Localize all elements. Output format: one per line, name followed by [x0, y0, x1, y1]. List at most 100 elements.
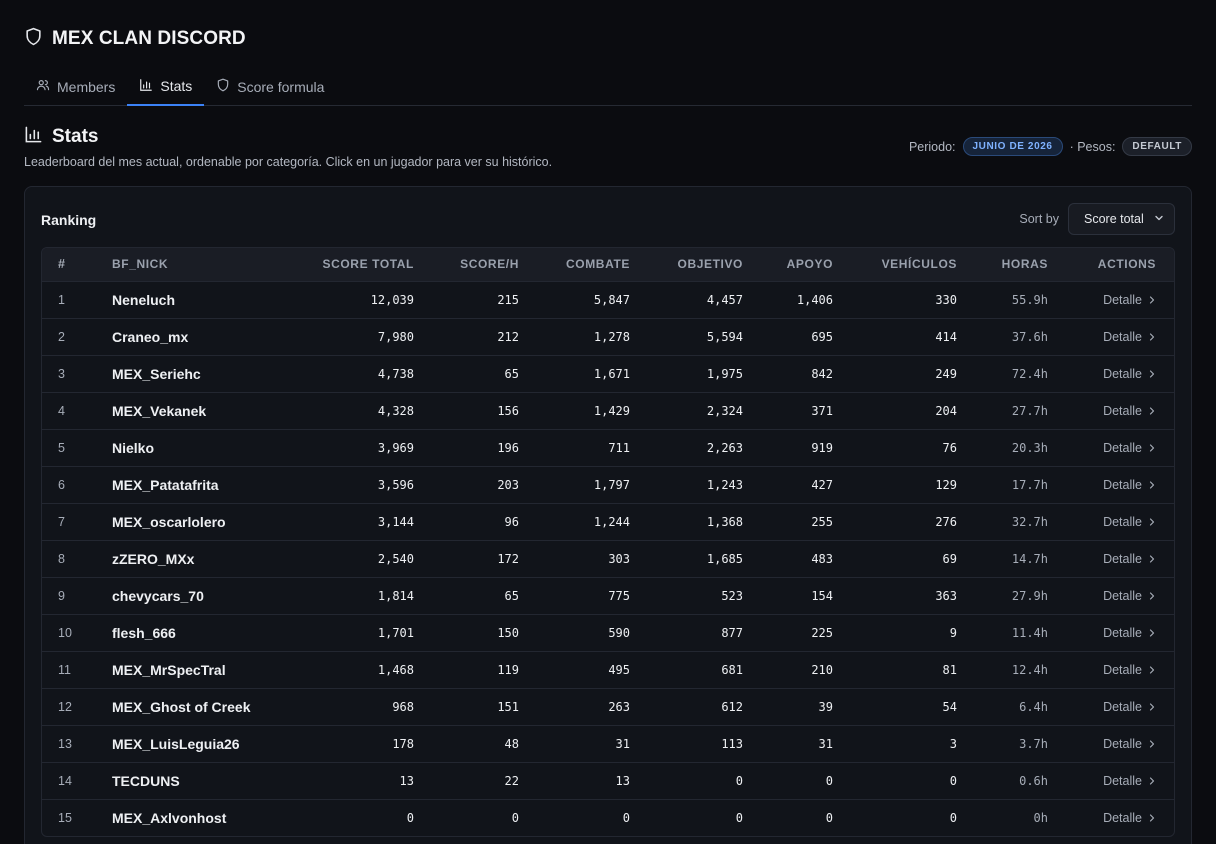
cell-objetivo: 877 — [721, 625, 743, 640]
cell-vehiculos: 0 — [949, 773, 957, 788]
cell-score-per-hour: 151 — [497, 699, 519, 714]
chevron-down-icon — [1154, 212, 1164, 226]
cell-combate: 1,244 — [593, 514, 630, 529]
detail-button[interactable]: Detalle — [1103, 700, 1156, 714]
chevron-right-icon — [1148, 737, 1156, 751]
table-row[interactable]: 5 Nielko 3,969 196 711 2,263 919 76 20.3h Detalle — [42, 429, 1174, 466]
table-row[interactable]: 11 MEX_MrSpecTral 1,468 119 495 681 210 81 12.4h… — [42, 651, 1174, 688]
table-row[interactable]: 3 MEX_Seriehc 4,738 65 1,671 1,975 842 249 72.4h… — [42, 355, 1174, 392]
column-header-score-total[interactable]: SCORE TOTAL — [322, 257, 414, 272]
cell-apoyo: 0 — [825, 773, 833, 788]
table-row[interactable]: 15 MEX_Axlvonhost 0 0 0 0 0 0 0h Detalle — [42, 799, 1174, 836]
cell-rank: 4 — [58, 403, 65, 418]
cell-rank: 12 — [58, 699, 72, 714]
cell-actions: Detalle — [1054, 318, 1174, 355]
cell-score-total: 178 — [392, 736, 414, 751]
detail-button[interactable]: Detalle — [1103, 293, 1156, 307]
column-header-rank[interactable]: # — [58, 257, 66, 272]
cell-horas: 6.4h — [1019, 699, 1048, 714]
cell-horas: 14.7h — [1011, 551, 1048, 566]
cell-vehiculos: 204 — [935, 403, 957, 418]
cell-nick: MEX_Vekanek — [112, 402, 207, 419]
table-row[interactable]: 12 MEX_Ghost of Creek 968 151 263 612 39 54 6.4h… — [42, 688, 1174, 725]
cell-rank: 14 — [58, 773, 72, 788]
cell-objetivo: 1,975 — [706, 366, 743, 381]
column-header-apoyo[interactable]: APOYO — [786, 257, 833, 272]
cell-apoyo: 39 — [818, 699, 833, 714]
cell-horas: 32.7h — [1011, 514, 1048, 529]
cell-nick: Nielko — [112, 439, 155, 456]
cell-rank: 11 — [58, 662, 71, 677]
detail-button[interactable]: Detalle — [1103, 404, 1156, 418]
table-row[interactable]: 4 MEX_Vekanek 4,328 156 1,429 2,324 371 204 27.7… — [42, 392, 1174, 429]
cell-horas: 12.4h — [1011, 662, 1048, 677]
detail-button[interactable]: Detalle — [1103, 737, 1156, 751]
cell-combate: 1,797 — [593, 477, 630, 492]
table-row[interactable]: 1 Neneluch 12,039 215 5,847 4,457 1,406 330 55.9… — [42, 281, 1174, 318]
cell-actions: Detalle — [1054, 762, 1174, 799]
detail-button[interactable]: Detalle — [1103, 330, 1156, 344]
column-header-horas[interactable]: HORAS — [1001, 257, 1048, 272]
cell-nick: MEX_LuisLeguia26 — [112, 735, 240, 752]
cell-vehiculos: 76 — [942, 440, 957, 455]
detail-button[interactable]: Detalle — [1103, 663, 1156, 677]
cell-apoyo: 0 — [825, 810, 833, 825]
cell-score-total: 7,980 — [377, 329, 414, 344]
period-badge: JUNIO DE 2026 — [962, 137, 1063, 156]
cell-score-per-hour: 172 — [497, 551, 519, 566]
cell-apoyo: 919 — [811, 440, 833, 455]
cell-vehiculos: 54 — [942, 699, 957, 714]
cell-vehiculos: 129 — [935, 477, 957, 492]
cell-vehiculos: 330 — [935, 292, 957, 307]
detail-label: Detalle — [1103, 700, 1142, 714]
cell-objetivo: 1,243 — [706, 477, 743, 492]
cell-rank: 1 — [58, 292, 65, 307]
detail-button[interactable]: Detalle — [1103, 515, 1156, 529]
cell-combate: 711 — [608, 440, 630, 455]
column-header-objetivo[interactable]: OBJETIVO — [677, 257, 743, 272]
detail-button[interactable]: Detalle — [1103, 441, 1156, 455]
column-header-combate[interactable]: COMBATE — [566, 257, 630, 272]
users-icon — [36, 78, 50, 95]
chevron-right-icon — [1148, 367, 1156, 381]
tab-stats[interactable]: Stats — [127, 68, 205, 106]
cell-score-total: 2,540 — [377, 551, 414, 566]
table-row[interactable]: 13 MEX_LuisLeguia26 178 48 31 113 31 3 3.7h Detal… — [42, 725, 1174, 762]
tab-score-formula[interactable]: Score formula — [204, 68, 336, 105]
detail-button[interactable]: Detalle — [1103, 589, 1156, 603]
cell-apoyo: 371 — [811, 403, 833, 418]
cell-score-total: 968 — [392, 699, 414, 714]
table-row[interactable]: 8 zZERO_MXx 2,540 172 303 1,685 483 69 14.7h Deta… — [42, 540, 1174, 577]
table-row[interactable]: 9 chevycars_70 1,814 65 775 523 154 363 27.9h Det… — [42, 577, 1174, 614]
table-row[interactable]: 10 flesh_666 1,701 150 590 877 225 9 11.4h Detall… — [42, 614, 1174, 651]
table-row[interactable]: 2 Craneo_mx 7,980 212 1,278 5,594 695 414 37.6h D… — [42, 318, 1174, 355]
cell-actions: Detalle — [1054, 466, 1174, 503]
column-header-score-per-hour[interactable]: SCORE/H — [460, 257, 519, 272]
detail-button[interactable]: Detalle — [1103, 478, 1156, 492]
table-header-row: # BF_NICK SCORE TOTAL SCORE/H COMBATE OB… — [42, 248, 1174, 281]
detail-button[interactable]: Detalle — [1103, 774, 1156, 788]
detail-button[interactable]: Detalle — [1103, 552, 1156, 566]
cell-combate: 775 — [608, 588, 630, 603]
column-header-vehiculos[interactable]: VEHÍCULOS — [881, 257, 957, 272]
sort-select[interactable]: Score total — [1068, 203, 1175, 235]
cell-horas: 55.9h — [1011, 292, 1048, 307]
table-row[interactable]: 14 TECDUNS 13 22 13 0 0 0 0.6h Detalle — [42, 762, 1174, 799]
detail-button[interactable]: Detalle — [1103, 626, 1156, 640]
cell-score-total: 3,969 — [377, 440, 414, 455]
table-row[interactable]: 7 MEX_oscarlolero 3,144 96 1,244 1,368 255 276 3… — [42, 503, 1174, 540]
detail-button[interactable]: Detalle — [1103, 811, 1156, 825]
cell-actions: Detalle — [1054, 355, 1174, 392]
cell-actions: Detalle — [1054, 614, 1174, 651]
column-header-nick[interactable]: BF_NICK — [112, 257, 169, 272]
cell-actions: Detalle — [1054, 281, 1174, 318]
detail-button[interactable]: Detalle — [1103, 367, 1156, 381]
table-row[interactable]: 6 MEX_Patatafrita 3,596 203 1,797 1,243 427 129… — [42, 466, 1174, 503]
chevron-right-icon — [1148, 811, 1156, 825]
shield-icon — [24, 27, 43, 51]
chevron-right-icon — [1148, 663, 1156, 677]
cell-rank: 9 — [58, 588, 65, 603]
tab-members[interactable]: Members — [24, 68, 127, 105]
cell-score-total: 1,701 — [377, 625, 414, 640]
